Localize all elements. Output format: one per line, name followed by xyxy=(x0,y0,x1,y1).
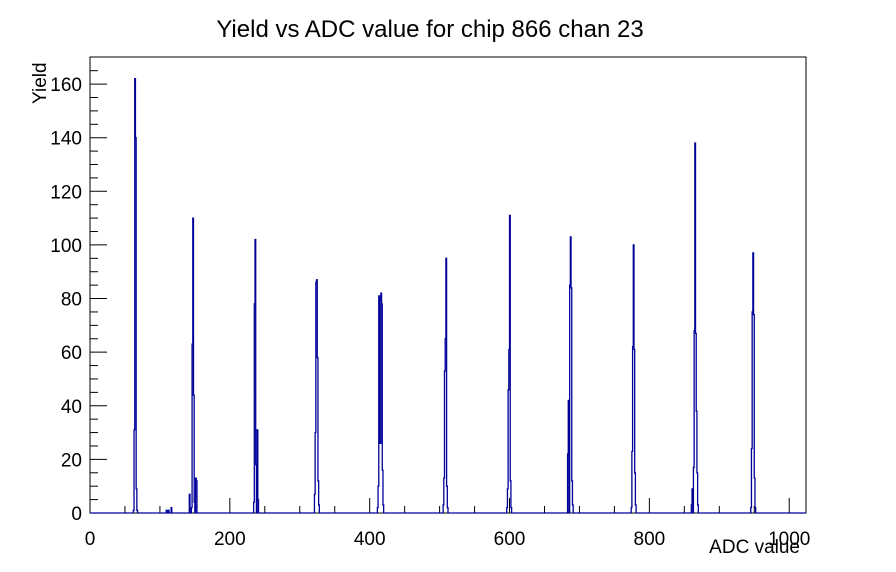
x-tick-label: 800 xyxy=(634,529,666,550)
x-tick-label: 400 xyxy=(354,529,386,550)
y-tick-label: 0 xyxy=(71,504,82,525)
y-axis-title: Yield xyxy=(30,62,51,104)
x-tick-label: 1000 xyxy=(768,529,810,550)
plot-frame xyxy=(89,56,807,514)
x-axis-title: ADC value xyxy=(709,537,800,558)
y-tick-label: 100 xyxy=(50,236,82,257)
y-tick-label: 60 xyxy=(61,343,82,364)
x-tick-label: 0 xyxy=(85,529,96,550)
y-tick-label: 160 xyxy=(50,75,82,96)
y-tick-label: 20 xyxy=(61,450,82,471)
x-tick-label: 200 xyxy=(214,529,246,550)
y-tick-label: 80 xyxy=(61,290,82,311)
axes-layer: 0 20 40 60 80 100 120 140 160 0 200 400 600 800 1000 xyxy=(50,56,810,550)
y-tick-label: 120 xyxy=(50,182,82,203)
x-tick-label: 600 xyxy=(494,529,526,550)
histogram-line xyxy=(90,78,806,514)
y-tick-label: 140 xyxy=(50,129,82,150)
y-tick-label: 40 xyxy=(61,397,82,418)
chart-title: Yield vs ADC value for chip 866 chan 23 xyxy=(216,16,643,43)
